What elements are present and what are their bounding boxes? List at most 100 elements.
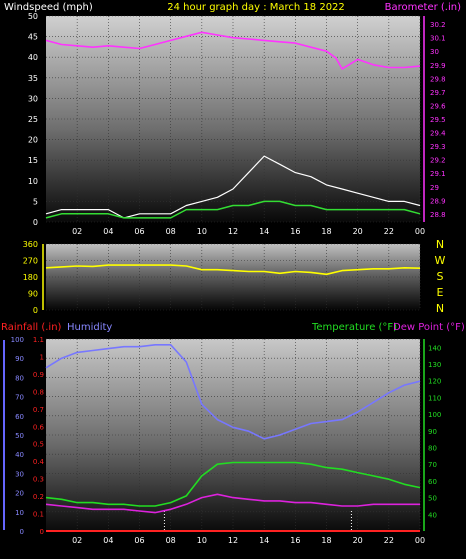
rainfall-tick: 0.1 bbox=[33, 511, 44, 519]
thermo-x-tick: 18 bbox=[321, 536, 331, 545]
thermo-panel: 0 10 20 30 40 50 60 70 80 90 100 0 0.1 0.2 0.3 0.4 0.5 0… bbox=[1, 322, 465, 545]
barometer-tick: 29 bbox=[430, 184, 439, 192]
barometer-tick: 30.1 bbox=[430, 35, 446, 43]
temperature-tick: 80 bbox=[428, 445, 437, 453]
humidity-axis: 0 10 20 30 40 50 60 70 80 90 100 bbox=[11, 336, 24, 536]
humidity-tick: 50 bbox=[15, 432, 24, 440]
thermo-x-tick: 00 bbox=[415, 536, 425, 545]
windspeed-tick: 10 bbox=[28, 177, 38, 186]
barometer-tick: 29.6 bbox=[430, 102, 446, 110]
compass-letter: W bbox=[435, 254, 446, 267]
humidity-tick: 0 bbox=[20, 528, 24, 536]
barometer-axis: 28.8 28.9 29 29.1 29.2 29.3 29.4 29.5 29.6 29.7 29… bbox=[423, 16, 446, 222]
wind-gust-line bbox=[45, 155, 421, 219]
wind-x-tick: 20 bbox=[353, 227, 363, 236]
thermo-x-tick: 08 bbox=[166, 536, 176, 545]
thermo-x-tick: 06 bbox=[134, 536, 144, 545]
compass-letter: N bbox=[436, 238, 444, 251]
temperature-tick: 90 bbox=[428, 428, 437, 436]
thermo-x-axis: 02 04 06 08 10 12 14 16 18 20 22 00 bbox=[72, 536, 425, 545]
humidity-tick: 30 bbox=[15, 470, 24, 478]
temperature-axis: 40 50 60 70 80 90 100 110 120 130 140 bbox=[423, 339, 441, 531]
temperature-tick: 60 bbox=[428, 478, 437, 486]
barometer-tick: 29.4 bbox=[430, 130, 446, 138]
chart-title: 24 hour graph day : March 18 2022 bbox=[167, 2, 345, 13]
direction-tick: 270 bbox=[23, 257, 38, 266]
humidity-tick: 70 bbox=[15, 394, 24, 402]
wind-x-tick: 14 bbox=[259, 227, 269, 236]
direction-axis: 0 90 180 270 360 bbox=[23, 240, 44, 315]
wind-x-tick: 10 bbox=[197, 227, 207, 236]
humidity-tick: 20 bbox=[15, 490, 24, 498]
rainfall-tick: 0.6 bbox=[33, 423, 45, 431]
windspeed-tick: 40 bbox=[28, 53, 38, 62]
windspeed-tick: 25 bbox=[28, 115, 38, 124]
temperature-tick: 110 bbox=[428, 394, 441, 402]
temperature-tick: 100 bbox=[428, 411, 441, 419]
temperature-tick: 40 bbox=[428, 511, 437, 519]
humidity-label: Humidity bbox=[67, 322, 112, 333]
compass-letter: E bbox=[437, 286, 444, 299]
wind-x-tick: 08 bbox=[166, 227, 176, 236]
wind-x-tick: 04 bbox=[103, 227, 113, 236]
barometer-tick: 28.8 bbox=[430, 211, 446, 219]
compass-letter: N bbox=[436, 302, 444, 315]
direction-tick: 90 bbox=[28, 290, 38, 299]
wind-x-tick: 12 bbox=[228, 227, 238, 236]
barometer-tick: 30.2 bbox=[430, 21, 446, 29]
direction-tick: 360 bbox=[23, 240, 38, 249]
rainfall-tick: 0.2 bbox=[33, 493, 44, 501]
barometer-tick: 29.7 bbox=[430, 89, 446, 97]
rainfall-tick: 0.4 bbox=[33, 458, 45, 466]
barometer-tick: 30 bbox=[430, 48, 439, 56]
barometer-label: Barometer (.in) bbox=[385, 2, 461, 13]
wind-speed-line bbox=[45, 200, 421, 219]
wind-direction-line bbox=[45, 264, 421, 276]
windspeed-tick: 45 bbox=[28, 33, 38, 42]
windspeed-tick: 35 bbox=[28, 74, 38, 83]
thermo-series bbox=[45, 343, 421, 532]
rainfall-tick: 0.8 bbox=[33, 388, 44, 396]
temperature-line bbox=[45, 461, 421, 507]
rainfall-tick: 0.7 bbox=[33, 406, 44, 414]
wind-x-tick: 18 bbox=[321, 227, 331, 236]
barometer-tick: 29.5 bbox=[430, 116, 446, 124]
thermo-x-tick: 02 bbox=[72, 536, 82, 545]
temperature-tick: 50 bbox=[428, 495, 437, 503]
windspeed-tick: 30 bbox=[28, 94, 38, 103]
thermo-x-tick: 22 bbox=[384, 536, 394, 545]
temperature-tick: 120 bbox=[428, 378, 441, 386]
rainfall-tick: 0.3 bbox=[33, 476, 44, 484]
thermo-x-tick: 04 bbox=[103, 536, 113, 545]
rainfall-tick: 1.1 bbox=[33, 336, 44, 344]
barometer-line bbox=[45, 31, 421, 70]
barometer-tick: 29.3 bbox=[430, 143, 446, 151]
rainfall-tick: 0 bbox=[40, 528, 44, 536]
thermo-x-tick: 16 bbox=[290, 536, 300, 545]
barometer-tick: 29.1 bbox=[430, 170, 446, 178]
windspeed-tick: 50 bbox=[28, 12, 38, 21]
wind-x-tick: 02 bbox=[72, 227, 82, 236]
humidity-tick: 10 bbox=[15, 509, 24, 517]
rainfall-tick: 0.5 bbox=[33, 441, 44, 449]
wind-x-tick: 22 bbox=[384, 227, 394, 236]
temperature-tick: 130 bbox=[428, 361, 441, 369]
windspeed-tick: 20 bbox=[28, 136, 38, 145]
temperature-tick: 70 bbox=[428, 461, 437, 469]
direction-series bbox=[45, 264, 421, 276]
rainfall-axis: 0 0.1 0.2 0.3 0.4 0.5 0.6 0.7 0.8 0.9 1 1.1 bbox=[33, 336, 45, 536]
wind-x-tick: 00 bbox=[415, 227, 425, 236]
dewpoint-line bbox=[45, 493, 420, 514]
wind-x-tick: 16 bbox=[290, 227, 300, 236]
temperature-label: Temperature (°F) bbox=[311, 322, 397, 333]
windspeed-label: Windspeed (mph) bbox=[4, 2, 93, 13]
thermo-x-tick: 14 bbox=[259, 536, 269, 545]
barometer-tick: 29.9 bbox=[430, 62, 446, 70]
humidity-tick: 100 bbox=[11, 336, 24, 344]
direction-grid bbox=[46, 243, 421, 311]
humidity-tick: 80 bbox=[15, 374, 24, 382]
direction-tick: 0 bbox=[33, 306, 38, 315]
thermo-x-tick: 12 bbox=[228, 536, 238, 545]
